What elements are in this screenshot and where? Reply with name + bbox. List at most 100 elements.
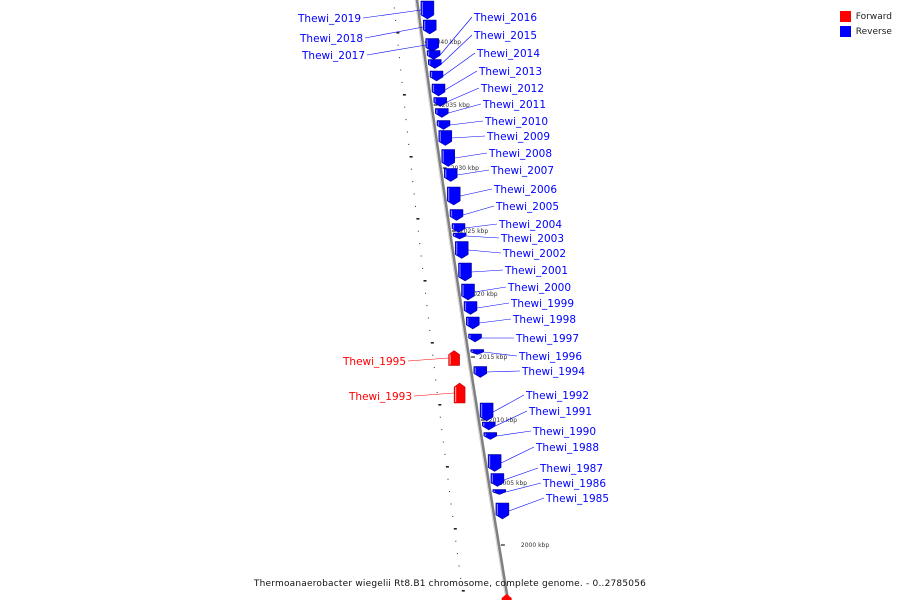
gene-label-thewi_1994: Thewi_1994 bbox=[521, 366, 585, 378]
connector-thewi_2001 bbox=[471, 269, 504, 273]
connector-thewi_2010 bbox=[449, 120, 484, 126]
gene-label-thewi_2014: Thewi_2014 bbox=[476, 48, 540, 60]
gene-label-thewi_2011: Thewi_2011 bbox=[482, 99, 546, 111]
gene-arrow-thewi_2003 bbox=[452, 232, 467, 240]
connector-thewi_1990 bbox=[496, 430, 532, 437]
legend-label-forward: Forward bbox=[855, 11, 892, 22]
connector-thewi_2014 bbox=[442, 52, 476, 77]
gene-arrow-thewi_2011 bbox=[435, 108, 449, 118]
gene-arrow-thewi_2013 bbox=[431, 83, 446, 97]
connector-thewi_2000 bbox=[474, 286, 507, 293]
connector-thewi_1986 bbox=[505, 482, 542, 493]
connector-thewi_2005 bbox=[462, 205, 495, 216]
gene-arrow-thewi_1985 bbox=[495, 502, 510, 520]
backbone-shadow bbox=[414, 0, 507, 600]
kbp-label: 2015 kbp bbox=[479, 354, 507, 361]
gene-label-thewi_2013: Thewi_2013 bbox=[478, 66, 542, 78]
connector-thewi_2004 bbox=[464, 223, 498, 229]
gene-arrow-thewi_2005 bbox=[449, 209, 464, 221]
legend-label-reverse: Reverse bbox=[855, 26, 892, 37]
gene-label-thewi_2005: Thewi_2005 bbox=[495, 201, 559, 213]
reverse-swatch bbox=[839, 26, 851, 37]
gene-arrow-thewi_1988 bbox=[487, 454, 502, 472]
gene-arrow-thewi_1987 bbox=[490, 473, 505, 487]
gene-arrow-thewi_2008 bbox=[441, 149, 455, 167]
gene-label-thewi_2001: Thewi_2001 bbox=[504, 265, 568, 277]
gene-label-thewi_1997: Thewi_1997 bbox=[515, 333, 579, 345]
forward-swatch bbox=[839, 11, 851, 22]
kbp-label: 2010 kbp bbox=[489, 417, 517, 424]
legend-item-reverse: Reverse bbox=[839, 24, 892, 39]
connector-thewi_2009 bbox=[451, 135, 486, 139]
kbp-label: 2040 kbp bbox=[433, 39, 461, 46]
gene-arrow-thewi_1986 bbox=[492, 489, 507, 495]
gene-label-thewi_2002: Thewi_2002 bbox=[502, 248, 566, 260]
connector-thewi_1992 bbox=[492, 394, 525, 413]
gene-arrow-thewi_2014 bbox=[429, 70, 444, 82]
connector-thewi_1991 bbox=[495, 410, 528, 427]
gene-arrow-thewi_1992 bbox=[479, 402, 494, 422]
gene-arrow-thewi_2017 bbox=[425, 38, 439, 52]
gene-arrow-thewi_1991 bbox=[482, 421, 496, 431]
connector-thewi_2019 bbox=[362, 9, 421, 19]
gene-label-thewi_1987: Thewi_1987 bbox=[539, 463, 603, 475]
gene-arrow-thewi_1999 bbox=[463, 301, 478, 315]
kbp-label: 2035 kbp bbox=[442, 102, 470, 109]
gene-arrow-thewi_1993 bbox=[453, 382, 466, 404]
gene-arrow-thewi_2001 bbox=[458, 262, 472, 282]
gene-label-thewi_1990: Thewi_1990 bbox=[532, 426, 596, 438]
connector-thewi_1985 bbox=[508, 497, 545, 512]
connector-thewi_1996 bbox=[483, 351, 518, 357]
kbp-label: 2025 kbp bbox=[460, 228, 488, 235]
gene-label-thewi_1995: Thewi_1995 bbox=[342, 356, 406, 368]
chromosome-backbone bbox=[415, 0, 510, 600]
connector-thewi_2003 bbox=[466, 235, 500, 239]
connector-thewi_2002 bbox=[468, 249, 502, 254]
gene-arrow-partial bbox=[501, 594, 512, 600]
legend-item-forward: Forward bbox=[839, 9, 892, 24]
connector-thewi_2013 bbox=[444, 70, 478, 91]
gene-label-thewi_2019: Thewi_2019 bbox=[297, 13, 361, 25]
gene-arrow-thewi_2006 bbox=[446, 186, 461, 206]
gene-arrow-thewi_2007 bbox=[443, 168, 458, 182]
gene-label-thewi_1986: Thewi_1986 bbox=[542, 478, 606, 490]
connector-thewi_2007 bbox=[457, 169, 490, 176]
gene-label-thewi_2004: Thewi_2004 bbox=[498, 219, 562, 231]
gene-label-thewi_2008: Thewi_2008 bbox=[488, 148, 552, 160]
gene-arrow-thewi_2002 bbox=[454, 241, 469, 259]
gene-label-thewi_2016: Thewi_2016 bbox=[473, 12, 537, 24]
gene-label-thewi_1991: Thewi_1991 bbox=[528, 406, 592, 418]
gene-arrow-thewi_1990 bbox=[483, 432, 498, 440]
gene-arrow-thewi_2019 bbox=[420, 0, 435, 20]
gene-arrow-thewi_2009 bbox=[438, 130, 453, 146]
gene-arrow-thewi_2018 bbox=[422, 19, 437, 35]
gene-arrow-thewi_1997 bbox=[468, 333, 482, 343]
gene-label-thewi_2000: Thewi_2000 bbox=[507, 282, 571, 294]
gene-arrow-thewi_2016 bbox=[426, 50, 441, 60]
gene-arrow-thewi_2012 bbox=[433, 97, 447, 107]
connector-thewi_2012 bbox=[446, 87, 480, 103]
connector-thewi_1987 bbox=[503, 467, 539, 481]
gene-label-thewi_2006: Thewi_2006 bbox=[493, 184, 557, 196]
genome-caption: Thermoanaerobacter wiegelii Rt8.B1 chrom… bbox=[253, 579, 647, 589]
gene-label-thewi_2018: Thewi_2018 bbox=[299, 33, 363, 45]
gene-label-thewi_2007: Thewi_2007 bbox=[490, 165, 554, 177]
gene-label-thewi_2009: Thewi_2009 bbox=[486, 131, 550, 143]
connector-thewi_2017 bbox=[366, 44, 426, 56]
gene-label-thewi_2010: Thewi_2010 bbox=[484, 116, 548, 128]
gene-label-thewi_1998: Thewi_1998 bbox=[512, 314, 576, 326]
connector-thewi_2018 bbox=[364, 26, 424, 39]
gene-label-thewi_1992: Thewi_1992 bbox=[525, 390, 589, 402]
gene-arrow-thewi_1994 bbox=[473, 366, 488, 378]
connector-thewi_2008 bbox=[454, 152, 488, 159]
gene-arrow-thewi_2000 bbox=[461, 283, 475, 301]
connector-thewi_2015 bbox=[441, 34, 473, 65]
gene-arrow-thewi_2004 bbox=[451, 223, 466, 233]
connector-thewi_1998 bbox=[479, 318, 512, 324]
connector-thewi_1993 bbox=[413, 392, 455, 397]
legend: Forward Reverse bbox=[839, 9, 892, 39]
kbp-label: 2000 kbp bbox=[521, 542, 549, 549]
kbp-label: 2030 kbp bbox=[451, 165, 479, 172]
connector-thewi_1995 bbox=[407, 357, 449, 362]
